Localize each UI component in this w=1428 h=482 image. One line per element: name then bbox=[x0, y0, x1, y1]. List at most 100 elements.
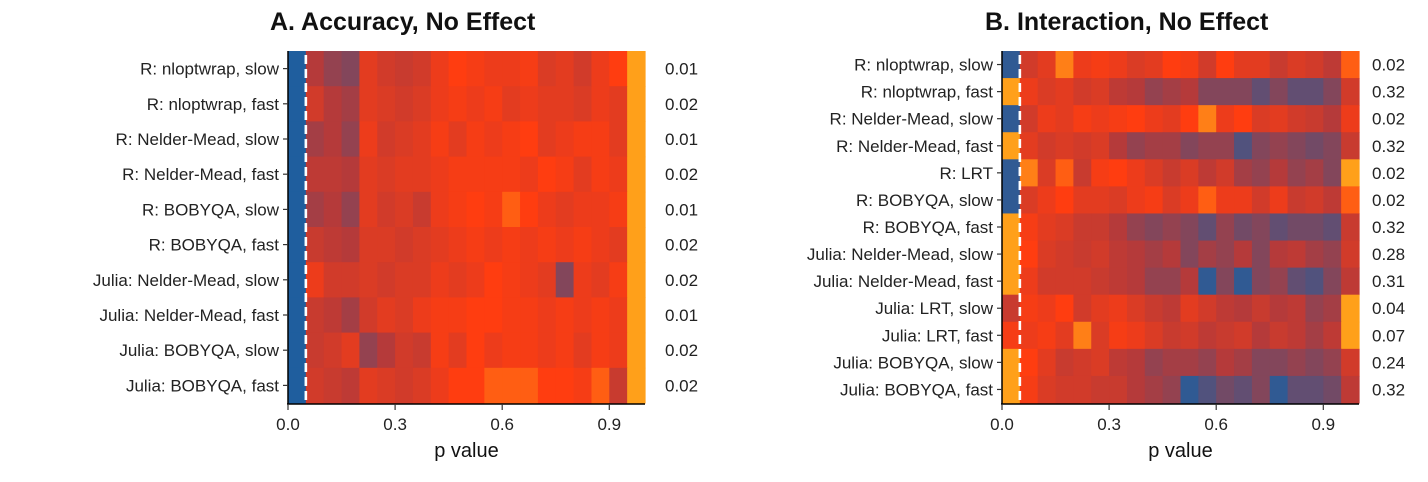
heatmap-cell bbox=[288, 332, 307, 369]
heatmap-cell bbox=[1251, 294, 1271, 323]
heatmap-cell bbox=[323, 156, 343, 193]
heatmap-cell bbox=[323, 332, 343, 369]
heatmap-cell bbox=[341, 367, 360, 404]
heatmap-cell bbox=[341, 51, 360, 87]
heatmap-cell bbox=[1234, 105, 1253, 133]
heatmap-cell bbox=[609, 227, 628, 263]
heatmap-cell bbox=[1091, 321, 1110, 350]
heatmap-cell bbox=[1251, 78, 1271, 106]
heatmap-cell bbox=[412, 332, 432, 369]
heatmap-cell bbox=[359, 191, 378, 228]
heatmap-cell bbox=[1287, 294, 1307, 323]
heatmap-cell bbox=[537, 86, 557, 122]
heatmap-cell bbox=[1002, 267, 1021, 296]
heatmap-cell bbox=[1162, 294, 1182, 323]
chart-title: A. Accuracy, No Effect bbox=[270, 8, 536, 36]
heatmap-cell bbox=[520, 191, 539, 228]
x-tick-label: 0.3 bbox=[1097, 415, 1121, 434]
heatmap-cell bbox=[1287, 132, 1307, 160]
heatmap-cell bbox=[359, 86, 378, 122]
heatmap-cell bbox=[1037, 105, 1057, 133]
heatmap-cell bbox=[305, 191, 325, 228]
heatmap-cell bbox=[1002, 159, 1021, 187]
row-label: R: nloptwrap, fast bbox=[861, 83, 994, 102]
heatmap-cell bbox=[1055, 348, 1074, 377]
heatmap-cell bbox=[1323, 51, 1342, 79]
row-label: Julia: BOBYQA, fast bbox=[840, 380, 993, 399]
heatmap-cell bbox=[555, 191, 575, 228]
heatmap-cell bbox=[1091, 159, 1110, 187]
heatmap-cell bbox=[359, 297, 378, 334]
heatmap-cell bbox=[1162, 348, 1182, 377]
heatmap-cell bbox=[1216, 159, 1235, 187]
heatmap-cell bbox=[359, 227, 378, 263]
heatmap-cell bbox=[323, 297, 343, 334]
heatmap-cell bbox=[1323, 132, 1342, 160]
row-p-value: 0.32 bbox=[1372, 380, 1405, 399]
heatmap-cell bbox=[520, 121, 539, 158]
heatmap-cell bbox=[573, 227, 593, 263]
heatmap-cell bbox=[1055, 159, 1074, 187]
heatmap-cell bbox=[395, 262, 414, 298]
heatmap-cell bbox=[573, 121, 593, 158]
heatmap-cell bbox=[1162, 375, 1182, 404]
heatmap-interaction: B. Interaction, No Effect R: nloptwrap, s… bbox=[807, 8, 1405, 462]
heatmap-cell bbox=[288, 156, 307, 193]
heatmap-cell bbox=[412, 121, 432, 158]
heatmap-cell bbox=[484, 156, 503, 193]
heatmap-cell bbox=[537, 332, 557, 369]
heatmap-cell bbox=[1091, 132, 1110, 160]
heatmap-cell bbox=[1198, 159, 1217, 187]
heatmap-cell bbox=[1109, 105, 1128, 133]
heatmap-cell bbox=[1180, 186, 1199, 215]
heatmap-cell bbox=[1037, 213, 1057, 242]
row-p-value: 0.02 bbox=[1372, 110, 1405, 129]
heatmap-cell bbox=[1198, 348, 1217, 377]
heatmap-cell bbox=[305, 227, 325, 263]
heatmap-cell bbox=[1055, 294, 1074, 323]
heatmap-cell bbox=[555, 297, 575, 334]
heatmap-cell bbox=[1162, 78, 1182, 106]
heatmap-cell bbox=[573, 367, 593, 404]
heatmap-cell bbox=[1002, 78, 1021, 106]
heatmap-cell bbox=[1126, 51, 1146, 79]
heatmap-cell bbox=[305, 297, 325, 334]
heatmap-cell bbox=[430, 262, 450, 298]
heatmap-cell bbox=[1216, 132, 1235, 160]
heatmap-cell bbox=[466, 86, 485, 122]
heatmap-cell bbox=[395, 297, 414, 334]
heatmap-cell bbox=[1341, 267, 1360, 296]
heatmap-cell bbox=[359, 367, 378, 404]
heatmap-cell bbox=[1002, 51, 1021, 79]
heatmap-cell bbox=[537, 191, 557, 228]
row-label: R: LRT bbox=[939, 164, 993, 183]
heatmap-cell bbox=[466, 51, 485, 87]
heatmap-cell bbox=[377, 262, 396, 298]
heatmap-cell bbox=[609, 262, 628, 298]
heatmap-cell bbox=[359, 262, 378, 298]
heatmap-cell bbox=[1073, 51, 1092, 79]
row-label: Julia: Nelder-Mead, slow bbox=[807, 245, 994, 264]
heatmap-cell bbox=[1251, 213, 1271, 242]
row-p-value: 0.01 bbox=[665, 200, 698, 219]
heatmap-cell bbox=[430, 227, 450, 263]
heatmap-cell bbox=[609, 86, 628, 122]
heatmap-cell bbox=[502, 51, 521, 87]
x-axis-title: p value bbox=[434, 440, 499, 462]
heatmap-cell bbox=[1341, 132, 1360, 160]
heatmap-cell bbox=[1019, 294, 1039, 323]
heatmap-cell bbox=[1287, 267, 1307, 296]
heatmap-cell bbox=[1216, 213, 1235, 242]
heatmap-cell bbox=[430, 367, 450, 404]
heatmap-cell bbox=[537, 121, 557, 158]
heatmap-cell bbox=[288, 121, 307, 158]
heatmap-cell bbox=[1180, 78, 1199, 106]
heatmap-cell bbox=[305, 51, 325, 87]
heatmap-cell bbox=[573, 191, 593, 228]
heatmap-cell bbox=[1055, 105, 1074, 133]
heatmap-cell bbox=[1037, 321, 1057, 350]
row-p-value: 0.02 bbox=[1372, 164, 1405, 183]
heatmap-cell bbox=[1019, 348, 1039, 377]
heatmap-cell bbox=[1091, 51, 1110, 79]
heatmap-cell bbox=[1198, 375, 1217, 404]
